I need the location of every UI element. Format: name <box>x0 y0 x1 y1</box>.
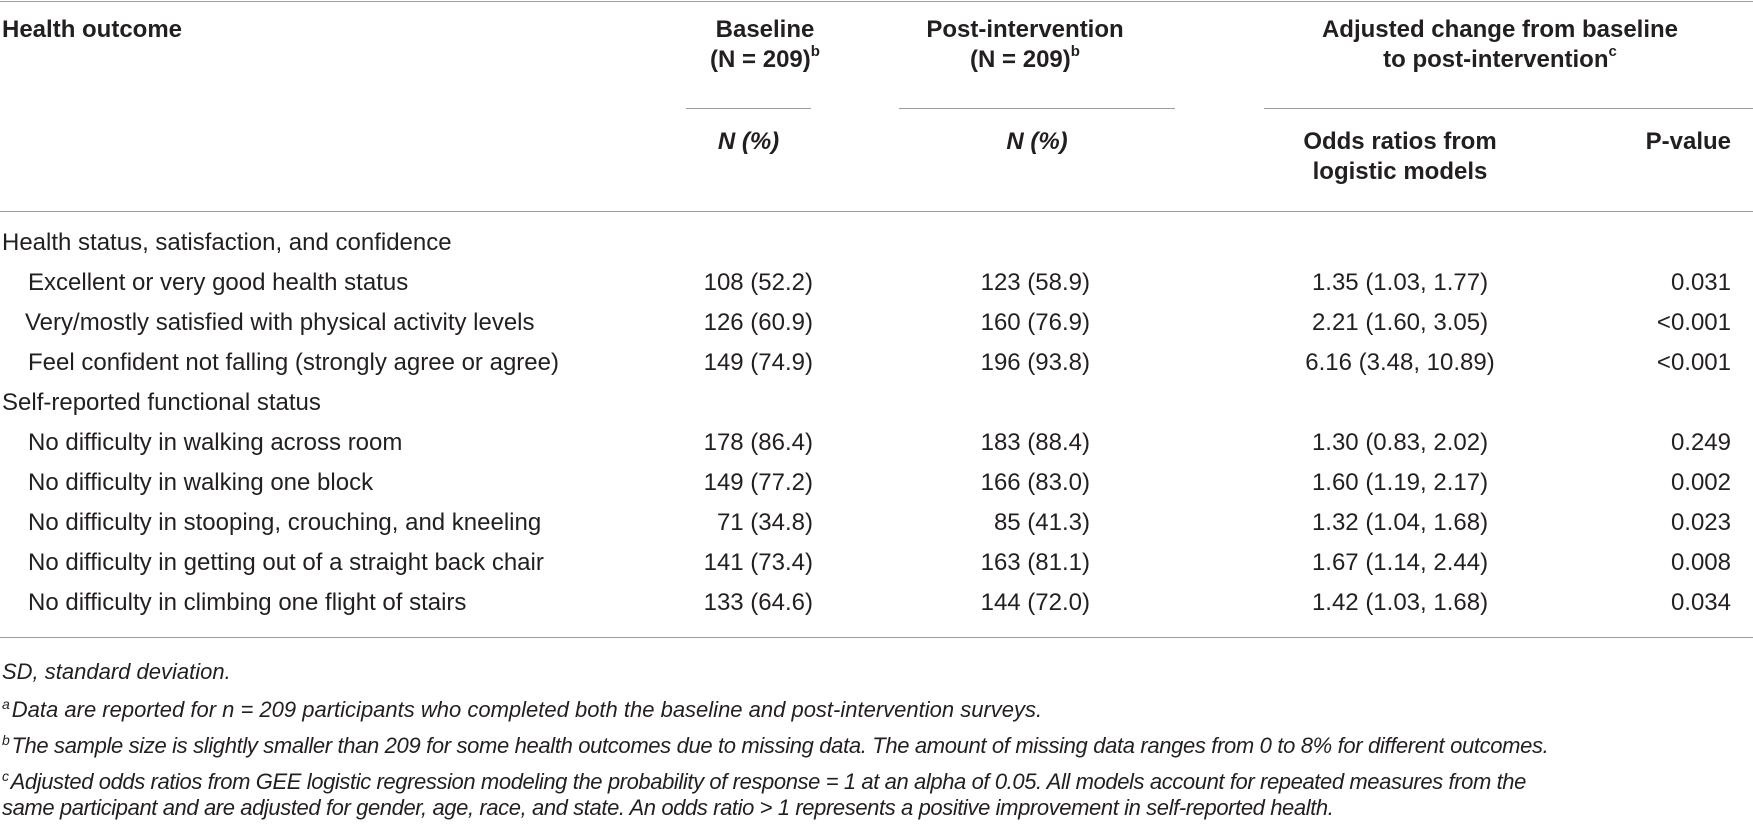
row-baseline: 141 (73.4) <box>703 549 813 576</box>
header-post-intervention: Post-intervention (N = 209)b <box>885 15 1165 75</box>
header-health-outcome: Health outcome <box>2 16 183 43</box>
row-post: 123 (58.9) <box>980 269 1090 296</box>
row-label: Feel confident not falling (strongly agr… <box>28 349 559 376</box>
row-post: 166 (83.0) <box>980 469 1090 496</box>
row-baseline: 133 (64.6) <box>703 589 813 616</box>
footnote-c-text-line1: Adjusted odds ratios from GEE logistic r… <box>10 769 1527 794</box>
row-p: 0.008 <box>1670 549 1731 576</box>
row-p: 0.249 <box>1670 429 1731 456</box>
row-odds: 1.32 (1.04, 1.68) <box>1311 509 1489 536</box>
header-bottom-rule <box>0 211 1753 212</box>
footnote-a-mark: a <box>2 696 10 712</box>
header-adjusted-line1: Adjusted change from baseline <box>1321 16 1679 43</box>
row-post: 160 (76.9) <box>980 309 1090 336</box>
row-baseline: 108 (52.2) <box>703 269 813 296</box>
header-odds-line1: Odds ratios from <box>1303 128 1497 155</box>
row-baseline: 149 (74.9) <box>703 349 813 376</box>
row-odds: 2.21 (1.60, 3.05) <box>1311 309 1489 336</box>
row-odds: 1.35 (1.03, 1.77) <box>1311 269 1489 296</box>
footnote-a: aData are reported for n = 209 participa… <box>2 697 1042 723</box>
row-baseline: 178 (86.4) <box>703 429 813 456</box>
header-baseline-label: Baseline <box>715 16 815 43</box>
row-label: Very/mostly satisfied with physical acti… <box>25 309 535 336</box>
footnote-b: bThe sample size is slightly smaller tha… <box>2 732 1549 759</box>
row-p: 0.031 <box>1670 269 1731 296</box>
row-odds: 1.30 (0.83, 2.02) <box>1311 429 1489 456</box>
footnote-b-mark: b <box>2 732 10 748</box>
adjusted-group-rule <box>1264 108 1753 109</box>
row-p: 0.023 <box>1670 509 1731 536</box>
header-adjusted-line2: to post-intervention <box>1383 46 1609 73</box>
row-baseline: 149 (77.2) <box>703 469 813 496</box>
row-label: Excellent or very good health status <box>28 269 409 296</box>
footnote-c: cAdjusted odds ratios from GEE logistic … <box>2 769 1526 821</box>
header-odds-line2: logistic models <box>1312 158 1488 185</box>
row-baseline: 71 (34.8) <box>716 509 813 536</box>
row-post: 85 (41.3) <box>993 509 1090 536</box>
header-baseline-n-pct: N (%) <box>717 128 780 155</box>
header-adjusted-change: Adjusted change from baseline to post-in… <box>1240 15 1753 75</box>
baseline-group-rule <box>686 108 811 109</box>
row-baseline: 126 (60.9) <box>703 309 813 336</box>
row-odds: 1.60 (1.19, 2.17) <box>1311 469 1489 496</box>
table-bottom-rule <box>0 637 1753 638</box>
footnote-b-text: The sample size is slightly smaller than… <box>11 733 1549 758</box>
row-post: 196 (93.8) <box>980 349 1090 376</box>
footnote-a-text: Data are reported for n = 209 participan… <box>11 697 1043 722</box>
footnote-b-marker: b <box>810 43 820 60</box>
post-group-rule <box>899 108 1175 109</box>
row-odds: 1.67 (1.14, 2.44) <box>1311 549 1489 576</box>
row-label: No difficulty in walking across room <box>28 429 403 456</box>
footnote-b-marker: b <box>1070 43 1080 60</box>
row-post: 163 (81.1) <box>980 549 1090 576</box>
row-p: <0.001 <box>1656 349 1731 376</box>
header-p-value: P-value <box>1645 128 1731 155</box>
row-post: 183 (88.4) <box>980 429 1090 456</box>
header-odds-ratios: Odds ratios from logistic models <box>1250 127 1550 187</box>
footnote-c-text-line2: same participant and are adjusted for ge… <box>2 795 1334 820</box>
row-post: 144 (72.0) <box>980 589 1090 616</box>
row-label: No difficulty in walking one block <box>28 469 374 496</box>
row-odds: 6.16 (3.48, 10.89) <box>1305 349 1495 376</box>
top-rule <box>0 1 1753 2</box>
row-p: 0.034 <box>1670 589 1731 616</box>
header-baseline: Baseline (N = 209)b <box>640 15 890 75</box>
footnote-c-marker: c <box>1608 43 1617 60</box>
footnote-sd: SD, standard deviation. <box>2 659 231 684</box>
footnote-c-mark: c <box>2 768 9 784</box>
row-p: <0.001 <box>1656 309 1731 336</box>
section-title-health-status: Health status, satisfaction, and confide… <box>2 229 452 256</box>
header-post-label: Post-intervention <box>926 16 1124 43</box>
header-post-n: (N = 209) <box>970 46 1071 73</box>
row-label: No difficulty in climbing one flight of … <box>28 589 467 616</box>
row-odds: 1.42 (1.03, 1.68) <box>1311 589 1489 616</box>
header-post-n-pct: N (%) <box>1006 128 1068 155</box>
header-baseline-n: (N = 209) <box>710 46 811 73</box>
section-title-functional-status: Self-reported functional status <box>2 389 321 416</box>
row-label: No difficulty in getting out of a straig… <box>28 549 544 576</box>
row-label: No difficulty in stooping, crouching, an… <box>28 509 542 536</box>
row-p: 0.002 <box>1670 469 1731 496</box>
